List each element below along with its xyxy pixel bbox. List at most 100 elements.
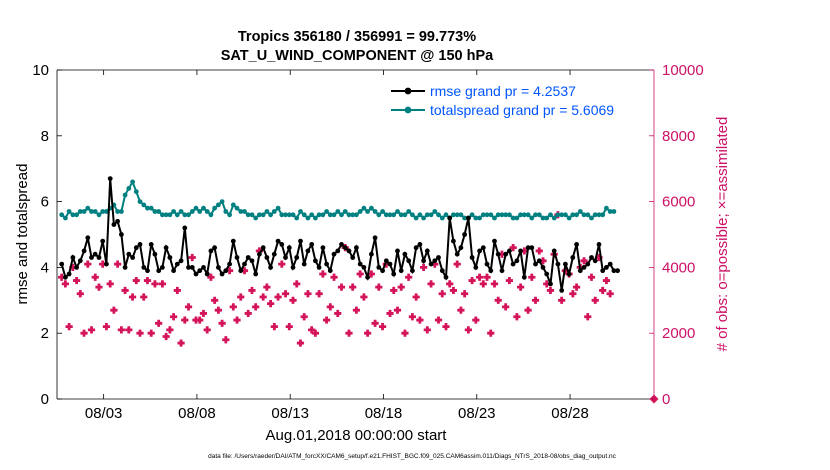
spread-point	[327, 212, 333, 218]
spread-point	[607, 209, 613, 214]
obs-count-marker	[319, 270, 327, 278]
obs-count-marker	[397, 283, 405, 291]
rmse-point	[257, 251, 262, 257]
obs-count-marker	[479, 280, 487, 288]
obs-count-marker	[170, 313, 178, 321]
spread-point	[354, 212, 359, 218]
chart-title-line1: Tropics 356180 / 356991 = 99.773%	[238, 29, 476, 45]
rmse-point	[316, 265, 322, 270]
obs-count-marker	[349, 283, 357, 291]
rmse-point	[376, 265, 382, 270]
rmse-point	[484, 261, 490, 267]
spread-point	[324, 209, 329, 214]
rmse-point	[488, 268, 494, 274]
spread-point	[413, 215, 419, 221]
x-tick-label: 08/23	[458, 405, 496, 422]
rmse-point	[589, 255, 594, 260]
spread-point	[133, 189, 139, 195]
x-tick-label: 08/03	[85, 405, 123, 422]
rmse-point	[607, 261, 613, 267]
spread-point	[260, 212, 266, 218]
obs-count-marker	[326, 303, 334, 311]
spread-point	[309, 212, 315, 218]
rmse-point	[119, 232, 124, 237]
spread-point	[540, 215, 546, 221]
obs-count-marker	[248, 286, 256, 295]
x-tick-label: 08/13	[271, 405, 309, 422]
spread-point	[275, 205, 281, 211]
rmse-point	[212, 245, 218, 251]
obs-count-marker	[558, 296, 566, 304]
spread-point	[171, 209, 177, 214]
spread-point	[298, 209, 303, 214]
spread-point	[339, 212, 344, 218]
obs-count-marker	[572, 283, 581, 291]
y-tick-label-right: 8000	[662, 128, 695, 145]
spread-point	[577, 209, 583, 214]
spread-point	[320, 212, 326, 218]
obs-count-marker	[364, 329, 372, 337]
spread-point	[63, 215, 68, 221]
spread-point	[242, 209, 247, 214]
legend: rmse grand pr = 4.2537 totalspread grand…	[384, 80, 646, 122]
spread-point	[193, 205, 199, 211]
obs-count-marker	[147, 329, 155, 337]
spread-point	[391, 212, 397, 218]
obs-count-marker	[192, 316, 200, 324]
rmse-point	[551, 248, 557, 254]
spread-point	[410, 212, 415, 218]
rmse-point	[421, 258, 426, 264]
spread-point	[230, 202, 236, 208]
obs-count-marker	[121, 286, 129, 295]
obs-count-marker	[84, 260, 92, 268]
spread-point	[271, 209, 277, 214]
rmse-point	[148, 242, 154, 247]
spread-point	[376, 212, 382, 218]
obs-count-marker	[322, 316, 331, 324]
rmse-point	[369, 251, 374, 257]
spread-point	[130, 179, 136, 185]
rmse-point	[216, 265, 221, 270]
obs-count-marker	[188, 253, 196, 262]
rmse-point	[548, 281, 553, 287]
spread-point	[369, 205, 374, 211]
spread-point	[514, 215, 520, 221]
spread-point	[548, 212, 553, 218]
rmse-point	[81, 248, 87, 254]
rmse-point	[391, 271, 397, 277]
rmse-point	[432, 258, 438, 264]
obs-count-marker	[177, 339, 185, 347]
spread-point	[536, 212, 542, 218]
spread-point	[96, 212, 102, 218]
obs-count-marker	[218, 319, 226, 327]
obs-count-marker	[352, 306, 361, 314]
obs-count-marker	[461, 290, 469, 298]
rmse-point	[536, 258, 542, 264]
y-tick-label-right: 4000	[662, 259, 695, 276]
obs-count-marker	[472, 316, 480, 324]
obs-count-marker	[569, 290, 577, 298]
rmse-point	[410, 268, 415, 274]
obs-count-marker	[80, 329, 88, 337]
obs-count-marker	[311, 329, 319, 337]
spread-point	[443, 212, 449, 218]
spread-point	[167, 212, 173, 218]
spread-point	[163, 212, 169, 218]
obs-count-marker	[61, 280, 69, 288]
rmse-point	[111, 222, 117, 228]
spread-point	[439, 215, 445, 221]
obs-count-marker	[606, 290, 614, 298]
rmse-point	[574, 242, 579, 247]
rmse-point	[219, 271, 225, 277]
obs-count-marker	[423, 326, 431, 334]
rmse-point	[477, 248, 482, 254]
spread-point	[223, 209, 229, 214]
rmse-point	[227, 261, 233, 267]
rmse-point	[305, 248, 311, 254]
rmse-point	[335, 248, 341, 254]
rmse-point	[122, 265, 128, 270]
rmse-point	[283, 255, 288, 260]
obs-count-marker	[151, 280, 159, 288]
spread-point	[182, 212, 188, 218]
rmse-point	[279, 242, 285, 247]
